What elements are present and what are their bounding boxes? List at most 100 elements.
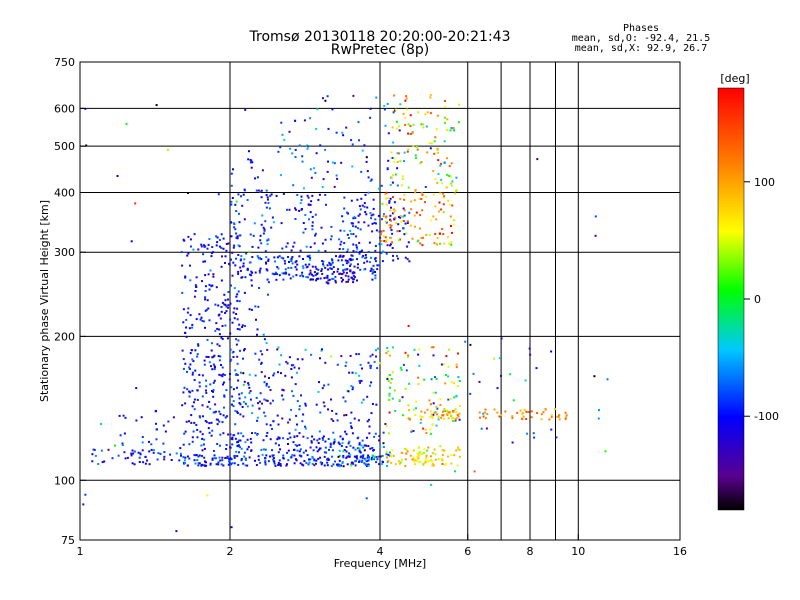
echo-point — [254, 271, 257, 274]
echo-point — [393, 94, 396, 97]
echo-point — [251, 245, 254, 248]
echo-point — [457, 103, 460, 106]
echo-point — [409, 125, 412, 127]
echo-point — [454, 408, 457, 411]
echo-point — [404, 447, 407, 450]
echo-point — [509, 373, 512, 376]
echo-point — [321, 186, 324, 188]
echo-point — [265, 189, 268, 192]
echo-point — [243, 349, 245, 352]
echo-point — [201, 437, 204, 440]
echo-point — [265, 261, 267, 264]
echo-point — [202, 443, 205, 446]
echo-point — [203, 359, 206, 362]
echo-point — [330, 465, 333, 468]
echo-point — [340, 161, 343, 164]
echo-point — [228, 378, 231, 381]
echo-point — [352, 446, 355, 449]
echo-point — [265, 256, 268, 259]
echo-point — [362, 398, 365, 401]
echo-point — [308, 458, 310, 461]
echo-point — [424, 201, 426, 204]
chart-title: Tromsø 20130118 20:20:00-20:21:43 — [249, 29, 511, 45]
echo-point — [221, 338, 224, 340]
echo-point — [291, 256, 294, 258]
echo-point — [217, 314, 220, 317]
echo-point — [442, 363, 445, 366]
echo-point — [409, 114, 412, 117]
echo-point — [351, 254, 354, 257]
echo-point — [406, 450, 409, 453]
echo-point — [240, 458, 243, 460]
echo-point — [188, 457, 191, 460]
echo-point — [382, 431, 385, 434]
echo-point — [279, 464, 282, 467]
echo-point — [298, 144, 301, 147]
echo-point — [371, 447, 374, 449]
echo-point — [294, 458, 297, 461]
echo-point — [409, 418, 411, 421]
colorbar-label: [deg] — [720, 72, 749, 85]
echo-point — [370, 214, 373, 217]
echo-point — [450, 162, 453, 165]
echo-point — [302, 258, 304, 260]
echo-point — [415, 157, 417, 159]
echo-point — [385, 453, 388, 456]
echo-point — [341, 442, 344, 444]
echo-point — [409, 133, 412, 135]
echo-point — [368, 241, 371, 244]
echo-point — [385, 252, 388, 255]
echo-point — [237, 432, 240, 435]
echo-point — [329, 238, 332, 241]
echo-point — [235, 295, 238, 298]
echo-point — [216, 343, 219, 346]
echo-point — [300, 274, 303, 277]
echo-point — [126, 456, 129, 459]
echo-point — [243, 455, 246, 458]
echo-point — [222, 373, 225, 376]
echo-point — [456, 413, 459, 416]
echo-point — [205, 391, 208, 394]
echo-point — [455, 363, 458, 366]
echo-point — [435, 424, 438, 427]
x-tick-label: 16 — [673, 545, 687, 558]
echo-point — [447, 236, 450, 238]
echo-point — [265, 342, 268, 344]
echo-point — [360, 401, 363, 404]
echo-point — [225, 389, 228, 392]
echo-point — [211, 429, 214, 432]
echo-point — [419, 214, 422, 217]
echo-point — [184, 402, 187, 405]
echo-point — [183, 459, 186, 462]
echo-point — [342, 220, 345, 223]
echo-point — [225, 243, 228, 245]
echo-point — [368, 261, 371, 264]
y-tick-label: 100 — [54, 474, 75, 487]
echo-point — [223, 395, 226, 398]
echo-point — [358, 449, 361, 452]
echo-point — [349, 422, 352, 424]
echo-point — [288, 432, 291, 435]
echo-point — [163, 451, 166, 454]
echo-point — [287, 421, 290, 424]
echo-point — [185, 420, 188, 423]
echo-point — [381, 202, 384, 205]
echo-point — [384, 124, 387, 127]
echo-point — [412, 145, 415, 147]
echo-point — [550, 415, 553, 418]
echo-point — [385, 191, 388, 194]
echo-point — [236, 410, 239, 413]
echo-point — [220, 463, 223, 466]
echo-point — [124, 457, 127, 460]
echo-point — [540, 418, 543, 421]
echo-point — [360, 444, 363, 447]
echo-point — [524, 379, 527, 382]
echo-point — [430, 346, 433, 349]
echo-point — [378, 463, 381, 466]
echo-point — [317, 442, 320, 444]
echo-point — [278, 444, 280, 447]
echo-point — [295, 414, 298, 417]
echo-point — [448, 242, 451, 245]
echo-point — [352, 274, 355, 277]
echo-point — [315, 152, 318, 155]
